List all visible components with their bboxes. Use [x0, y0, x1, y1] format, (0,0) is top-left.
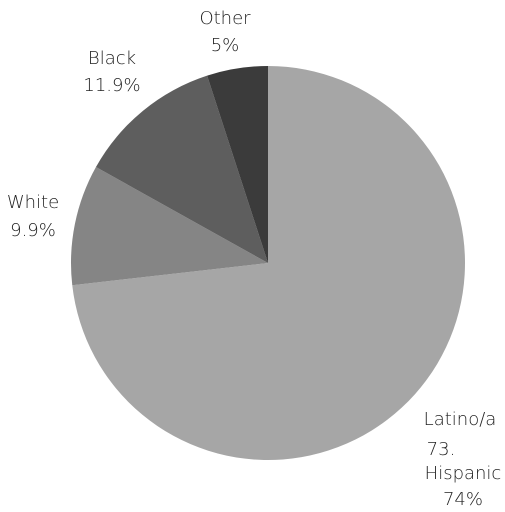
label-black-percent: 11.9%	[83, 75, 140, 96]
pie-slice-latino-a-hispanic	[72, 66, 466, 460]
label-latino-name: Latino/a	[424, 409, 497, 430]
label-latino-partial-value: 73.	[427, 439, 456, 460]
label-black-name: Black	[88, 48, 136, 69]
label-white-name: White	[7, 192, 59, 213]
label-latino-percent: 74%	[443, 489, 483, 510]
pie-slice-other	[207, 66, 268, 263]
label-other-name: Other	[199, 8, 251, 29]
pie-slices	[71, 66, 466, 460]
pie-slice-white	[71, 167, 268, 286]
pie-labels: Other 5% Black 11.9% White 9.9% Latino/a…	[7, 8, 502, 510]
pie-slice-black	[95, 75, 268, 263]
label-latino-name-2: Hispanic	[425, 463, 502, 484]
label-other-percent: 5%	[211, 35, 240, 56]
label-white-percent: 9.9%	[10, 220, 56, 241]
